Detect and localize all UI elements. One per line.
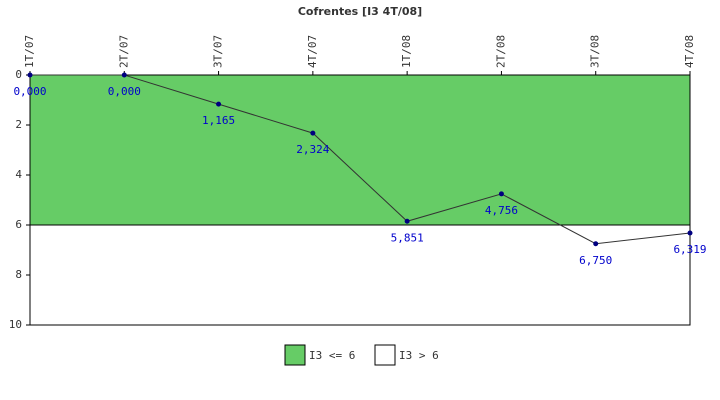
- x-tick-label: 2T/07: [117, 35, 130, 68]
- data-point: [310, 130, 316, 136]
- x-tick-label: 1T/08: [400, 35, 413, 68]
- data-label: 0,000: [108, 85, 141, 98]
- x-tick-label: 4T/08: [683, 35, 696, 68]
- legend-label: I3 > 6: [399, 349, 439, 362]
- data-point: [593, 241, 599, 247]
- y-tick-label: 2: [15, 118, 22, 131]
- x-tick-label: 1T/07: [23, 35, 36, 68]
- y-tick-label: 10: [9, 318, 22, 331]
- data-label: 0,000: [13, 85, 46, 98]
- data-line: [30, 74, 691, 245]
- legend-swatch: [374, 344, 396, 366]
- legend-swatch: [284, 344, 306, 366]
- y-tick-label: 8: [15, 268, 22, 281]
- data-point: [498, 191, 504, 197]
- data-label: 6,750: [579, 254, 612, 267]
- x-tick-label: 3T/07: [212, 35, 225, 68]
- data-label: 5,851: [391, 231, 424, 244]
- band: [29, 74, 691, 226]
- y-tick-label: 6: [15, 218, 22, 231]
- x-tick-label: 3T/08: [589, 35, 602, 68]
- data-point: [27, 72, 33, 78]
- data-label: 6,319: [673, 243, 706, 256]
- chart-title: Cofrentes [I3 4T/08]: [298, 5, 422, 18]
- x-tick-label: 2T/08: [494, 35, 507, 68]
- y-tick-label: 0: [15, 68, 22, 81]
- data-point: [121, 72, 127, 78]
- data-label: 1,165: [202, 114, 235, 127]
- data-point: [216, 101, 222, 107]
- legend-label: I3 <= 6: [309, 349, 355, 362]
- data-point: [687, 230, 693, 236]
- data-point: [404, 218, 410, 224]
- band: [29, 224, 691, 326]
- data-label: 4,756: [485, 204, 518, 217]
- x-tick-label: 4T/07: [306, 35, 319, 68]
- data-label: 2,324: [296, 143, 329, 156]
- y-tick-label: 4: [15, 168, 22, 181]
